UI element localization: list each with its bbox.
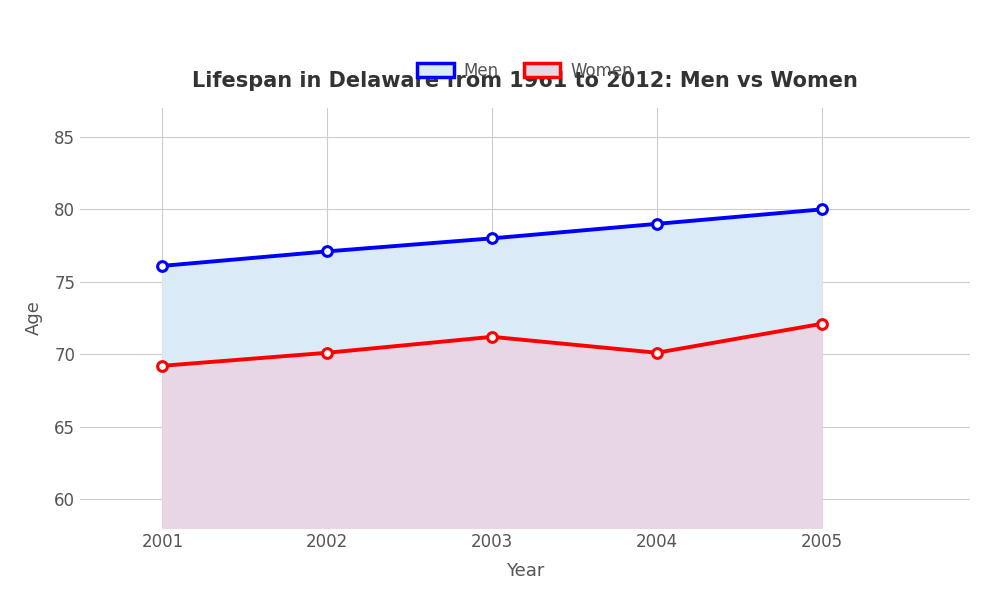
X-axis label: Year: Year	[506, 562, 544, 580]
Title: Lifespan in Delaware from 1961 to 2012: Men vs Women: Lifespan in Delaware from 1961 to 2012: …	[192, 71, 858, 91]
Y-axis label: Age: Age	[25, 301, 43, 335]
Legend: Men, Women: Men, Women	[417, 62, 633, 80]
